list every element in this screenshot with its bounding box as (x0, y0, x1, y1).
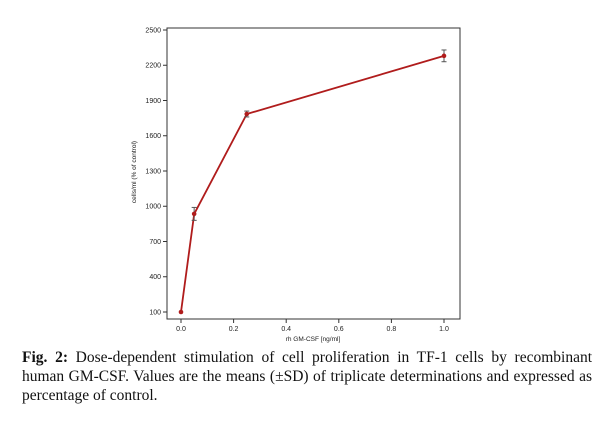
chart: 100 400 700 1000 1300 1600 1900 2200 2500 0.0 0.2… (131, 27, 461, 343)
x-tick-label: 0.4 (281, 326, 291, 333)
plot-frame (166, 27, 461, 320)
y-tick-label: 1300 (145, 168, 161, 175)
series-line (180, 55, 445, 313)
y-axis-title: cells/ml (% of control) (131, 141, 138, 203)
x-tick-label: 0.6 (334, 326, 344, 333)
y-tick-label: 700 (149, 239, 161, 246)
x-tick-label: 1.0 (439, 326, 449, 333)
figure-caption: Fig. 2: Dose-dependent stimulation of ce… (22, 348, 592, 405)
x-axis-title: rh GM-CSF [ng/ml] (286, 336, 341, 343)
figure-label: Fig. 2: (22, 349, 68, 366)
y-tick-label: 1000 (145, 204, 161, 211)
y-tick-label: 2500 (145, 27, 161, 34)
y-tick-label: 400 (149, 274, 161, 281)
y-tick-label: 1600 (145, 133, 161, 140)
data-point (178, 309, 184, 315)
x-tick-label: 0.2 (229, 326, 239, 333)
series-layer (178, 49, 447, 315)
data-point (244, 111, 250, 117)
figure-caption-text: Dose-dependent stimulation of cell proli… (22, 349, 593, 404)
y-tick-label: 1900 (145, 98, 161, 105)
y-tick-label: 100 (149, 309, 161, 316)
data-point (191, 211, 197, 217)
x-tick-label: 0.8 (387, 326, 397, 333)
x-axis: 0.0 0.2 0.4 0.6 0.8 1.0 (176, 319, 449, 333)
data-point (441, 53, 447, 59)
y-tick-label: 2200 (145, 63, 161, 70)
x-tick-label: 0.0 (176, 326, 186, 333)
y-axis: 100 400 700 1000 1300 1600 1900 2200 2500 (145, 27, 167, 316)
